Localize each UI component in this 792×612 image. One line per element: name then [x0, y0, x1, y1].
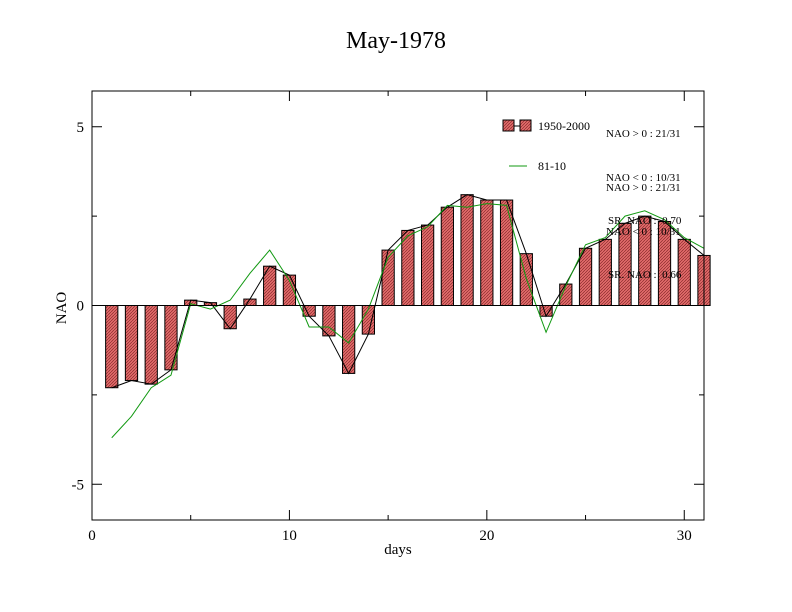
bar	[499, 199, 514, 307]
x-tick-label: 30	[677, 528, 692, 544]
x-tick-label: 20	[479, 528, 494, 544]
y-tick-label: 5	[77, 120, 85, 136]
stats-block-1950-2000: NAO > 0 : 21/31 NAO < 0 : 10/31 SR. NAO …	[606, 98, 681, 243]
legend-swatch-bar	[519, 119, 532, 132]
stat-nao-negative: NAO < 0 : 10/31	[606, 171, 681, 184]
tick-group: 0 10 20 30 -5 0 5	[72, 91, 704, 544]
stat-sr-nao: SR. NAO : 0.66	[608, 269, 682, 281]
series-line-81-10	[111, 203, 705, 439]
bar	[263, 265, 277, 306]
y-tick-label: 0	[77, 299, 85, 315]
bar	[480, 199, 494, 307]
legend	[502, 119, 532, 167]
stat-nao-negative: NAO < 0 : 10/31	[606, 225, 681, 238]
bar	[420, 224, 435, 306]
bar	[440, 206, 454, 306]
bar-group	[105, 194, 711, 389]
x-tick-label: 10	[282, 528, 297, 544]
bar	[144, 305, 158, 385]
bar	[243, 298, 257, 307]
stat-nao-positive: NAO > 0 : 21/31	[606, 128, 681, 140]
x-axis-label: days	[384, 542, 412, 558]
legend-label-81-10: 81-10	[538, 159, 566, 173]
legend-swatch-bar	[502, 119, 515, 132]
stat-nao-positive: NAO > 0 : 21/31	[606, 182, 681, 194]
stat-sr-nao: SR. NAO : 0.70	[608, 215, 682, 227]
x-tick-label: 0	[88, 528, 96, 544]
legend-label-1950-2000: 1950-2000	[538, 119, 590, 133]
bar	[460, 194, 474, 306]
bar	[223, 305, 237, 330]
line-group	[111, 194, 705, 439]
stats-block-81-10: NAO > 0 : 21/31 NAO < 0 : 10/31 SR. NAO …	[606, 152, 681, 297]
y-tick-label: -5	[72, 477, 85, 493]
bar	[105, 305, 119, 389]
bar	[124, 305, 139, 382]
series-line-1950-2000	[111, 194, 705, 389]
bar	[401, 229, 415, 306]
chart-title: May-1978	[346, 28, 446, 54]
